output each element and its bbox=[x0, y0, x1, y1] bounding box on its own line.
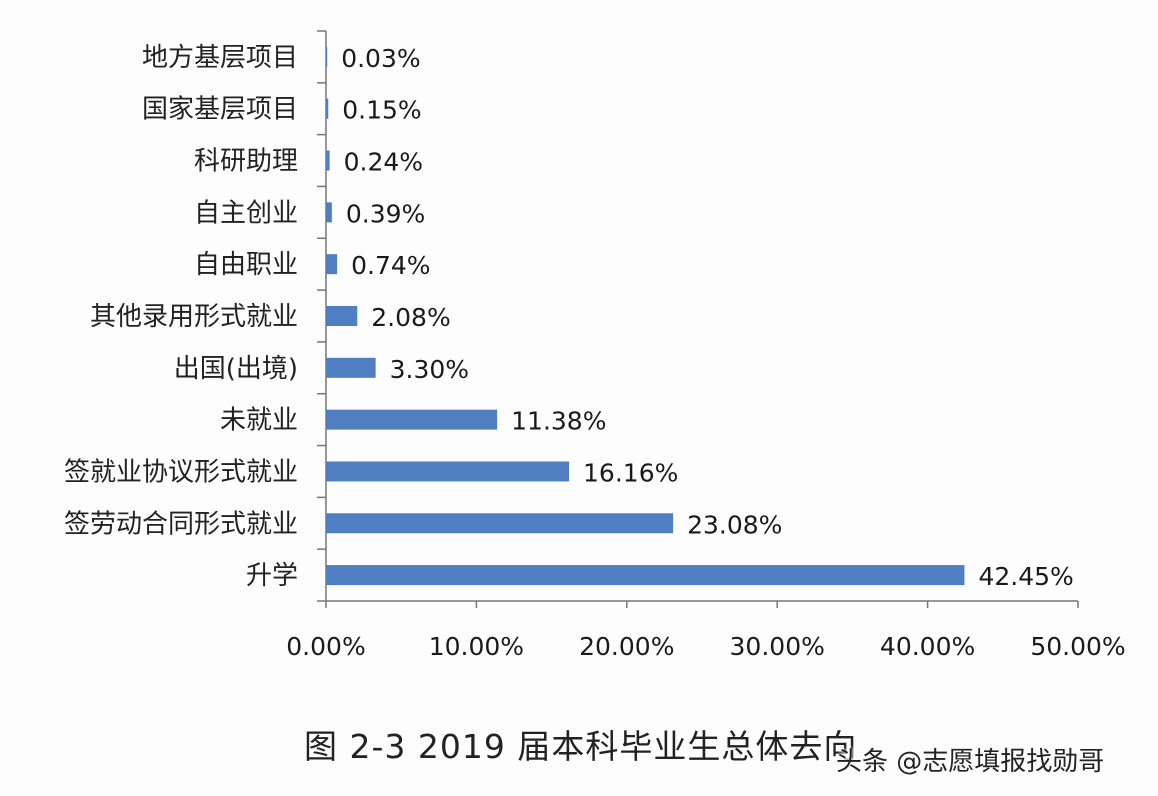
bar bbox=[326, 254, 338, 275]
bar bbox=[326, 565, 965, 586]
category-label: 地方基层项目 bbox=[142, 43, 298, 73]
bar bbox=[326, 357, 376, 378]
category-label: 自由职业 bbox=[194, 250, 298, 280]
x-tick-label: 10.00% bbox=[429, 632, 524, 661]
data-label: 0.24% bbox=[344, 148, 423, 177]
category-label: 科研助理 bbox=[194, 147, 298, 177]
data-label: 3.30% bbox=[390, 355, 469, 384]
data-label: 0.15% bbox=[342, 96, 421, 125]
bar bbox=[326, 306, 358, 326]
category-label: 升学 bbox=[246, 561, 298, 591]
data-label: 23.08% bbox=[687, 510, 782, 539]
data-label: 42.45% bbox=[978, 562, 1073, 591]
data-label: 0.74% bbox=[351, 251, 430, 280]
category-label: 出国(出境) bbox=[174, 354, 298, 384]
data-label: 2.08% bbox=[371, 303, 450, 332]
data-label: 11.38% bbox=[511, 407, 606, 436]
watermark: 头条 @志愿填报找勋哥 bbox=[836, 747, 1105, 777]
bar bbox=[326, 461, 570, 482]
x-tick-label: 0.00% bbox=[286, 632, 365, 661]
x-tick-label: 50.00% bbox=[1030, 632, 1125, 661]
chart-title: 图 2-3 2019 届本科毕业生总体去向 bbox=[304, 727, 858, 766]
category-label: 未就业 bbox=[220, 406, 298, 436]
data-label: 16.16% bbox=[583, 458, 678, 487]
bar bbox=[326, 409, 498, 430]
x-tick-label: 20.00% bbox=[579, 632, 674, 661]
category-label: 其他录用形式就业 bbox=[90, 302, 298, 332]
bar bbox=[326, 202, 332, 223]
data-label: 0.03% bbox=[341, 44, 420, 73]
category-label: 签劳动合同形式就业 bbox=[64, 509, 298, 539]
category-label: 签就业协议形式就业 bbox=[64, 457, 298, 487]
category-label: 自主创业 bbox=[194, 198, 298, 228]
bar bbox=[326, 513, 674, 534]
x-tick-label: 40.00% bbox=[880, 632, 975, 661]
category-label: 国家基层项目 bbox=[142, 95, 298, 125]
x-tick-label: 30.00% bbox=[730, 632, 825, 661]
bar bbox=[326, 150, 330, 171]
bar bbox=[326, 46, 328, 67]
data-label: 0.39% bbox=[346, 199, 425, 228]
bar-chart: 0.00% 10.00% 20.00% 30.00% 40.00% 50.00% 地方基层项… bbox=[64, 30, 1126, 661]
bar bbox=[326, 98, 329, 119]
